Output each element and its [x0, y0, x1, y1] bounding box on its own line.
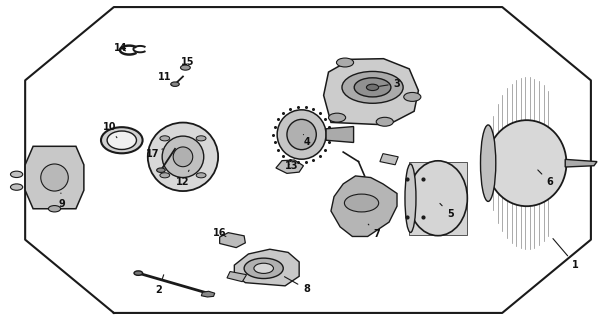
- Ellipse shape: [409, 161, 467, 236]
- Ellipse shape: [405, 164, 416, 233]
- Ellipse shape: [287, 119, 316, 150]
- Polygon shape: [219, 233, 245, 248]
- Polygon shape: [25, 146, 84, 209]
- Ellipse shape: [277, 110, 326, 159]
- Polygon shape: [326, 126, 354, 142]
- Circle shape: [171, 82, 179, 86]
- Circle shape: [160, 173, 170, 178]
- Text: 16: 16: [213, 228, 226, 238]
- Ellipse shape: [173, 147, 192, 167]
- Text: 14: 14: [114, 43, 128, 53]
- Text: 1: 1: [553, 239, 579, 270]
- Ellipse shape: [107, 131, 137, 149]
- Text: 3: 3: [379, 78, 400, 89]
- Text: 17: 17: [146, 148, 163, 159]
- Circle shape: [345, 194, 379, 212]
- Ellipse shape: [481, 125, 496, 201]
- Polygon shape: [331, 176, 397, 236]
- Circle shape: [244, 258, 283, 278]
- Circle shape: [329, 113, 346, 122]
- Ellipse shape: [101, 127, 143, 153]
- Circle shape: [48, 205, 61, 212]
- Polygon shape: [409, 162, 467, 235]
- Circle shape: [342, 71, 403, 103]
- Polygon shape: [276, 160, 303, 173]
- Text: 10: 10: [103, 122, 117, 138]
- Circle shape: [354, 78, 391, 97]
- Polygon shape: [324, 59, 419, 125]
- Circle shape: [254, 263, 273, 273]
- Ellipse shape: [148, 123, 218, 191]
- Circle shape: [196, 136, 206, 141]
- Text: 2: 2: [155, 275, 164, 295]
- Text: 13: 13: [284, 161, 298, 172]
- Polygon shape: [227, 271, 246, 282]
- Ellipse shape: [162, 136, 204, 178]
- Text: 11: 11: [158, 72, 172, 85]
- Ellipse shape: [40, 164, 68, 191]
- Circle shape: [196, 173, 206, 178]
- Circle shape: [10, 171, 23, 178]
- Circle shape: [180, 65, 190, 70]
- Circle shape: [337, 58, 354, 67]
- Circle shape: [160, 136, 170, 141]
- Text: 12: 12: [176, 170, 189, 187]
- Circle shape: [404, 92, 421, 101]
- Circle shape: [376, 117, 394, 126]
- Text: 5: 5: [440, 204, 454, 219]
- Text: 7: 7: [368, 224, 380, 239]
- Text: 9: 9: [58, 193, 65, 209]
- Circle shape: [10, 184, 23, 190]
- Circle shape: [157, 168, 166, 172]
- Polygon shape: [201, 291, 215, 297]
- Circle shape: [367, 84, 379, 91]
- Text: 6: 6: [538, 170, 554, 187]
- Circle shape: [134, 271, 143, 275]
- Text: 8: 8: [284, 277, 310, 294]
- Text: 15: 15: [180, 57, 194, 67]
- Polygon shape: [380, 154, 398, 165]
- Text: 4: 4: [303, 134, 310, 148]
- Polygon shape: [234, 249, 299, 286]
- Ellipse shape: [487, 120, 566, 206]
- Polygon shape: [565, 159, 597, 167]
